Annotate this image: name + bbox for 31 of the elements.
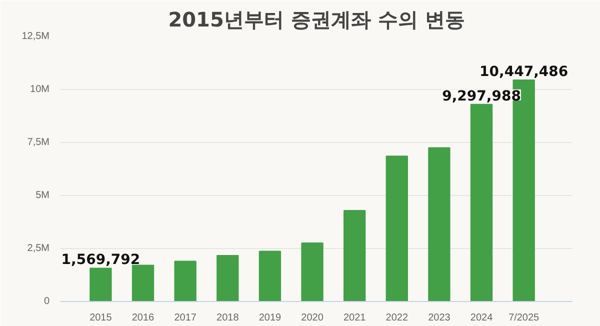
y-tick-label: 7,5M: [27, 137, 50, 148]
data-label: 9,297,988: [442, 88, 521, 104]
bar: [90, 268, 112, 302]
y-tick-label: 10M: [30, 84, 50, 95]
bar: [216, 254, 239, 302]
x-tick-label: 2016: [132, 312, 155, 324]
y-tick-label: 5M: [36, 190, 50, 201]
x-tick-label: 2021: [343, 312, 366, 324]
x-tick-label: 2015: [90, 312, 112, 324]
bar: [386, 156, 408, 302]
x-tick-label: 2022: [386, 312, 408, 324]
bar: [344, 210, 366, 302]
x-tick-label: 2020: [301, 312, 324, 324]
bar: [258, 250, 282, 302]
data-label: 10,447,486: [480, 64, 568, 80]
y-tick-label: 12,5M: [22, 31, 50, 42]
y-tick-label: 2,5M: [27, 243, 50, 254]
chart-title: 2015년부터 증권계좌 수의 변동: [168, 8, 465, 32]
x-tick-label: 2018: [216, 312, 240, 324]
bar: [428, 147, 450, 302]
data-label: 1,569,792: [61, 252, 140, 268]
x-tick-label: 7/2025: [508, 312, 540, 324]
x-tick-label: 2023: [428, 312, 451, 324]
bar: [132, 264, 154, 302]
x-tick-label: 2019: [258, 312, 282, 324]
x-tick-label: 2017: [174, 312, 197, 324]
bar: [174, 260, 196, 302]
bar: [301, 242, 324, 302]
bar: [470, 104, 493, 302]
x-tick-label: 2024: [470, 312, 494, 324]
y-tick-label: 0: [44, 296, 50, 307]
